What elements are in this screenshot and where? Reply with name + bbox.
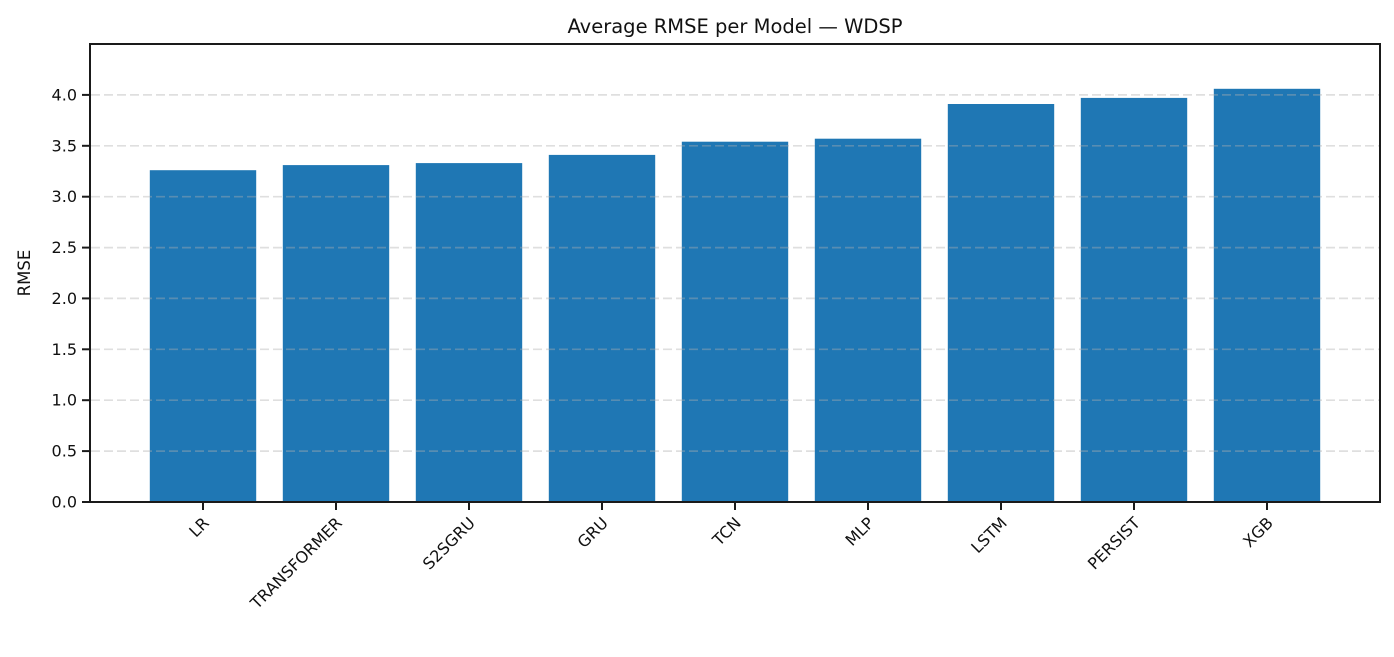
y-tick-label: 1.5 — [52, 340, 77, 359]
bars-layer — [149, 88, 1321, 503]
bar-lr — [149, 170, 257, 502]
bar-xgb — [1213, 88, 1321, 503]
x-tick-label-lstm: LSTM — [967, 513, 1011, 557]
x-tick-label-tcn: TCN — [708, 513, 745, 550]
grid-layer — [91, 94, 1379, 452]
bar-s2sgru — [415, 163, 523, 502]
x-tick-label-mlp: MLP — [842, 513, 879, 550]
x-tick-label-s2sgru: S2SGRU — [419, 513, 479, 573]
x-tick-label-xgb: XGB — [1239, 513, 1277, 551]
y-tick-label: 0.0 — [52, 493, 77, 512]
bar-tcn — [681, 141, 789, 502]
bar-mlp — [814, 138, 922, 502]
bar-lstm — [947, 104, 1055, 502]
y-tick-label: 3.5 — [52, 136, 77, 155]
y-tick-label: 3.0 — [52, 187, 77, 206]
x-tick-label-lr: LR — [185, 513, 213, 541]
y-tick-label: 0.5 — [52, 442, 77, 461]
bar-gru — [548, 154, 656, 502]
y-tick-label: 1.0 — [52, 391, 77, 410]
x-tick-label-persist: PERSIST — [1084, 513, 1144, 573]
y-tick-label: 4.0 — [52, 85, 77, 104]
chart-title: Average RMSE per Model — WDSP — [567, 15, 902, 38]
y-tick-label: 2.0 — [52, 289, 77, 308]
bar-transformer — [282, 165, 390, 502]
x-tick-label-gru: GRU — [573, 513, 611, 551]
y-tick-label: 2.5 — [52, 238, 77, 257]
bar-persist — [1080, 97, 1188, 503]
x-tick-label-transformer: TRANSFORMER — [246, 513, 346, 613]
y-axis-label: RMSE — [15, 250, 34, 297]
